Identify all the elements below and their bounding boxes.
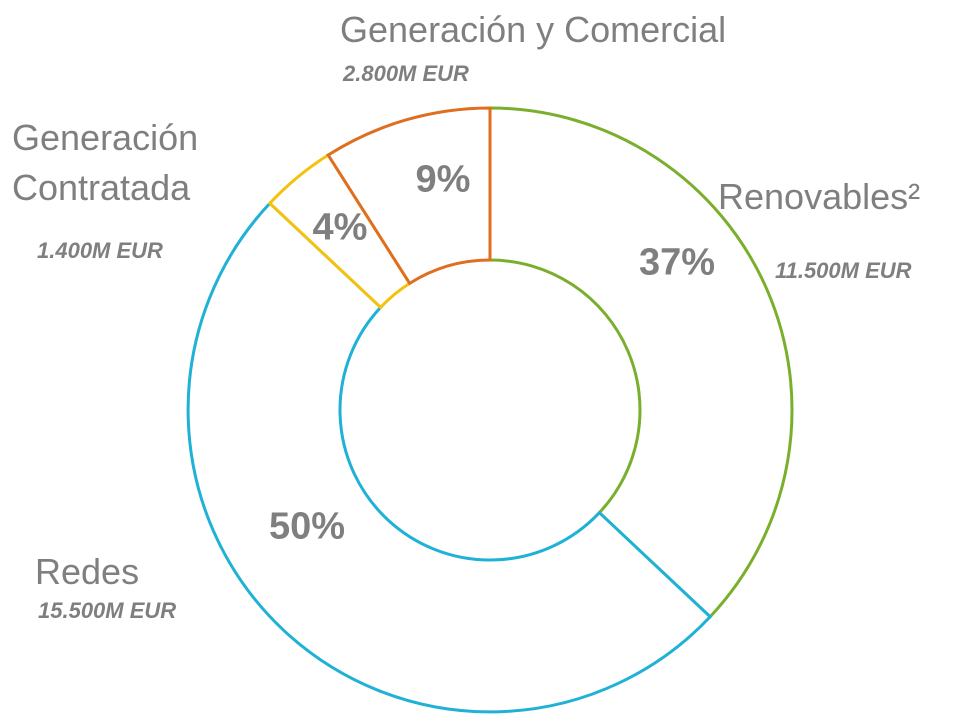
donut-segment: [326, 106, 492, 286]
value-label: 37%: [638, 241, 716, 284]
amount-label: 1.400M EUR: [37, 238, 163, 263]
amount-label: 2.800M EUR: [343, 61, 469, 86]
category-label: Redes: [35, 551, 140, 592]
value-label: 9%: [415, 158, 471, 201]
amount-label: 15.500M EUR: [38, 598, 177, 623]
category-label: Generación Contratada: [12, 117, 199, 208]
category-label: Renovables²: [718, 176, 921, 217]
donut-segment: [488, 106, 794, 619]
amount-label: 11.500M EUR: [775, 258, 912, 283]
value-label: 50%: [268, 505, 346, 548]
donut-segment: [186, 201, 713, 714]
category-label: Generación y Comercial: [340, 9, 727, 50]
value-label: 4%: [312, 206, 368, 249]
